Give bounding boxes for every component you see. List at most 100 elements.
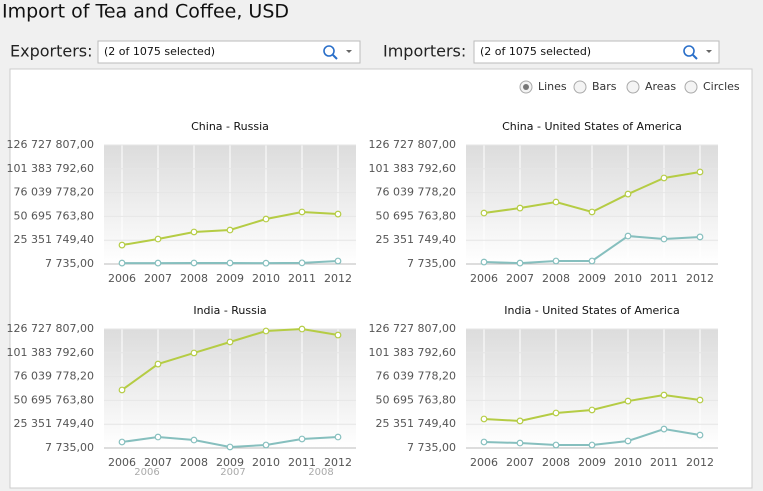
point[interactable] [226, 259, 234, 267]
x-tick-label: 2012 [324, 456, 352, 469]
x-tick-label: 2012 [686, 456, 714, 469]
radio-dot [523, 84, 529, 90]
point[interactable] [298, 259, 306, 267]
point[interactable] [552, 409, 560, 417]
x-tick-label: 2006 [470, 272, 498, 285]
point[interactable] [334, 331, 342, 339]
x-tick-label: 2010 [252, 272, 280, 285]
point[interactable] [190, 228, 198, 236]
point[interactable] [516, 439, 524, 447]
radio[interactable] [573, 80, 587, 94]
point[interactable] [480, 209, 488, 217]
ghost-label: 2008 [308, 467, 333, 478]
point[interactable] [118, 438, 126, 446]
point[interactable] [480, 438, 488, 446]
point[interactable] [552, 257, 560, 265]
point[interactable] [298, 208, 306, 216]
y-tick-label: 76 039 778,20 [14, 370, 94, 383]
radio-label[interactable]: Lines [538, 80, 567, 93]
point[interactable] [262, 441, 270, 449]
point[interactable] [660, 391, 668, 399]
chart-title: India - Russia [193, 304, 266, 317]
radio-label[interactable]: Areas [645, 80, 676, 93]
point[interactable] [696, 431, 704, 439]
point[interactable] [262, 327, 270, 335]
point[interactable] [334, 433, 342, 441]
point[interactable] [118, 241, 126, 249]
y-tick-label: 7 735,00 [407, 441, 456, 454]
radio-label[interactable]: Bars [592, 80, 617, 93]
point[interactable] [516, 259, 524, 267]
point[interactable] [624, 232, 632, 240]
x-tick-label: 2008 [180, 456, 208, 469]
point[interactable] [190, 349, 198, 357]
exporters-label: Exporters: [10, 42, 93, 61]
point[interactable] [480, 258, 488, 266]
radio-label[interactable]: Circles [703, 80, 740, 93]
point[interactable] [190, 259, 198, 267]
point[interactable] [190, 436, 198, 444]
exporters-dropdown[interactable] [97, 40, 361, 64]
dropdown-arrow[interactable] [706, 50, 712, 53]
radio[interactable] [684, 80, 698, 94]
point[interactable] [226, 226, 234, 234]
point[interactable] [154, 259, 162, 267]
search-icon[interactable] [323, 45, 335, 57]
y-tick-label: 126 727 807,00 [7, 138, 94, 151]
search-icon-handle [692, 54, 698, 60]
y-tick-label: 50 695 763,80 [14, 393, 94, 406]
point[interactable] [154, 235, 162, 243]
point[interactable] [624, 190, 632, 198]
x-tick-label: 2010 [614, 272, 642, 285]
point[interactable] [588, 257, 596, 265]
importers-label: Importers: [383, 42, 466, 61]
point[interactable] [660, 425, 668, 433]
point[interactable] [262, 215, 270, 223]
point[interactable] [298, 435, 306, 443]
radio[interactable] [626, 80, 640, 94]
y-tick-label: 25 351 749,40 [376, 233, 456, 246]
point[interactable] [624, 437, 632, 445]
point[interactable] [552, 441, 560, 449]
point[interactable] [226, 338, 234, 346]
point[interactable] [552, 198, 560, 206]
y-tick-label: 101 383 792,60 [369, 346, 456, 359]
y-tick-label: 126 727 807,00 [369, 322, 456, 335]
x-tick-label: 2011 [650, 456, 678, 469]
point[interactable] [118, 386, 126, 394]
point[interactable] [154, 433, 162, 441]
point[interactable] [588, 441, 596, 449]
point[interactable] [480, 415, 488, 423]
point[interactable] [118, 259, 126, 267]
y-tick-label: 25 351 749,40 [14, 233, 94, 246]
point[interactable] [624, 397, 632, 405]
x-tick-label: 2007 [506, 272, 534, 285]
point[interactable] [588, 208, 596, 216]
x-tick-label: 2008 [180, 272, 208, 285]
point[interactable] [334, 257, 342, 265]
y-tick-label: 7 735,00 [45, 441, 94, 454]
search-icon[interactable] [683, 45, 695, 57]
point[interactable] [226, 443, 234, 451]
point[interactable] [696, 168, 704, 176]
point[interactable] [516, 204, 524, 212]
point[interactable] [154, 360, 162, 368]
point[interactable] [334, 210, 342, 218]
point[interactable] [516, 417, 524, 425]
ghost-label: 2006 [134, 467, 159, 478]
point[interactable] [696, 396, 704, 404]
point[interactable] [588, 406, 596, 414]
dropdown-arrow[interactable] [346, 50, 352, 53]
y-tick-label: 76 039 778,20 [14, 186, 94, 199]
y-tick-label: 50 695 763,80 [376, 209, 456, 222]
point[interactable] [298, 325, 306, 333]
ghost-label: 2007 [220, 467, 245, 478]
point[interactable] [696, 233, 704, 241]
point[interactable] [660, 235, 668, 243]
point[interactable] [262, 259, 270, 267]
importers-dropdown[interactable] [473, 40, 720, 64]
y-tick-label: 7 735,00 [45, 257, 94, 270]
point[interactable] [660, 174, 668, 182]
